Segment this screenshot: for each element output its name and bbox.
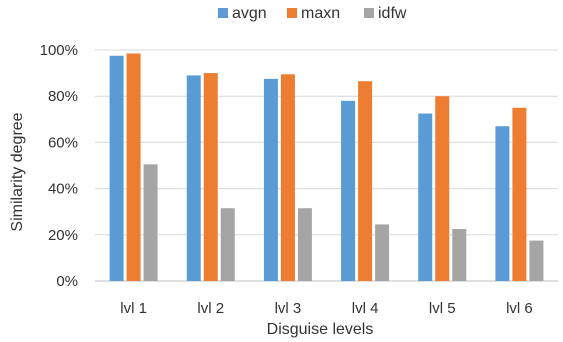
bar-avgn-lvl-6 xyxy=(495,126,510,281)
x-axis-label: Disguise levels xyxy=(267,321,374,338)
legend-swatch-idfw xyxy=(364,8,374,18)
x-axis-ticks: lvl 1 lvl 2 lvl 3 lvl 4 lvl 5 lvl 6 xyxy=(120,300,533,317)
y-axis-ticks: 0% 20% 40% 60% 80% 100% xyxy=(40,42,78,290)
y-tick-label: 40% xyxy=(48,181,78,198)
y-tick-label: 80% xyxy=(48,88,78,105)
bar-maxn-lvl-6 xyxy=(512,107,527,281)
x-tick-label: lvl 5 xyxy=(429,300,456,317)
y-tick-label: 60% xyxy=(48,134,78,151)
bar-avgn-lvl-4 xyxy=(341,100,356,281)
x-tick-label: lvl 3 xyxy=(275,300,302,317)
bar-idfw-lvl-3 xyxy=(297,208,312,281)
legend: avgn maxn idfw xyxy=(218,5,407,22)
bar-idfw-lvl-2 xyxy=(220,208,235,281)
bar-maxn-lvl-3 xyxy=(280,74,295,281)
legend-label-maxn: maxn xyxy=(301,5,340,22)
y-tick-label: 100% xyxy=(40,42,78,59)
bar-idfw-lvl-4 xyxy=(375,224,390,281)
x-tick-label: lvl 6 xyxy=(506,300,533,317)
x-tick-label: lvl 2 xyxy=(197,300,224,317)
bar-idfw-lvl-1 xyxy=(143,164,158,281)
bar-maxn-lvl-1 xyxy=(126,53,141,282)
x-tick-label: lvl 4 xyxy=(352,300,379,317)
legend-swatch-maxn xyxy=(287,8,297,18)
y-tick-label: 20% xyxy=(48,227,78,244)
bar-idfw-lvl-6 xyxy=(529,240,544,281)
x-tick-label: lvl 1 xyxy=(120,300,147,317)
legend-label-avgn: avgn xyxy=(232,5,267,22)
y-axis-label: Similarity degree xyxy=(9,112,26,231)
grid-lines xyxy=(95,49,558,282)
bars xyxy=(109,53,544,282)
bar-avgn-lvl-2 xyxy=(186,75,201,281)
bar-idfw-lvl-5 xyxy=(452,229,467,281)
y-tick-label: 0% xyxy=(56,273,78,290)
bar-maxn-lvl-4 xyxy=(358,81,373,281)
bar-avgn-lvl-3 xyxy=(263,78,278,281)
bar-maxn-lvl-2 xyxy=(203,73,218,281)
legend-label-idfw: idfw xyxy=(378,5,407,22)
bar-maxn-lvl-5 xyxy=(435,96,450,281)
legend-swatch-avgn xyxy=(218,8,228,18)
bar-avgn-lvl-1 xyxy=(109,55,124,282)
bar-avgn-lvl-5 xyxy=(418,113,433,282)
